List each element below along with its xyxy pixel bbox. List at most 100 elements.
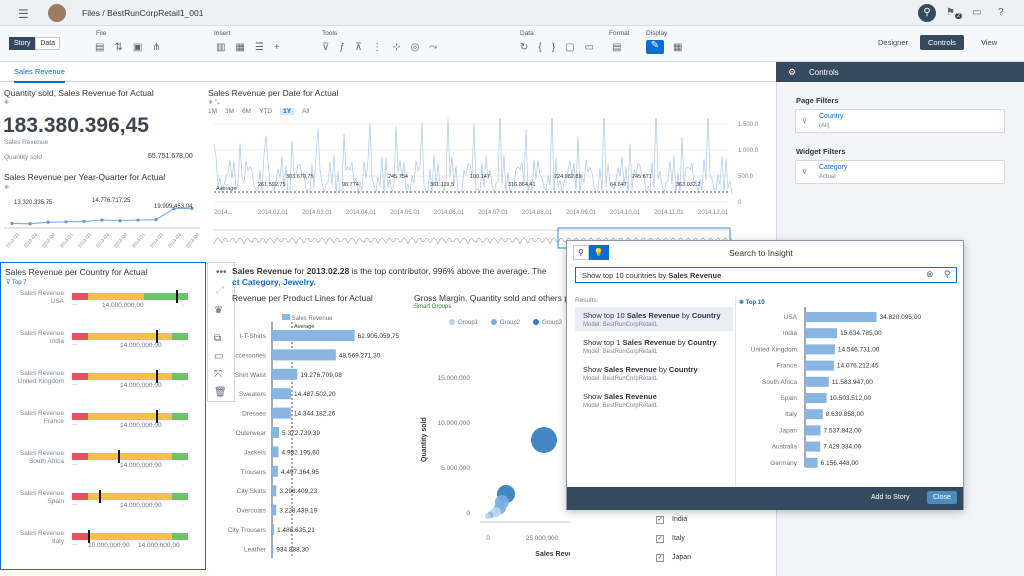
smart-insight-link[interactable]: ct Category, Jewelry.	[232, 277, 316, 287]
insight-result-item[interactable]: Show Sales Revenue Model: BestRunCorpReta…	[575, 388, 733, 412]
search-mode-icon[interactable]: ⚲	[573, 245, 589, 260]
range-all[interactable]: All	[302, 108, 310, 115]
checkbox[interactable]: ✓	[656, 554, 664, 562]
file-tools[interactable]: ▤⇅▣⋔	[95, 42, 171, 53]
lines-bar[interactable]	[272, 485, 277, 497]
chat-icon[interactable]: ▭	[972, 7, 982, 18]
insight-mode-icon[interactable]: 💡	[588, 245, 609, 260]
fullscreen-icon[interactable]: ⤧	[214, 369, 222, 380]
yq-point[interactable]	[82, 219, 86, 223]
scatter-point[interactable]	[531, 427, 557, 453]
lines-bar[interactable]	[272, 330, 355, 341]
scatter-point[interactable]	[485, 513, 491, 519]
yq-point[interactable]	[28, 222, 32, 226]
yq-point[interactable]	[190, 206, 194, 210]
designer-button[interactable]: Designer	[878, 38, 909, 47]
expand-icon[interactable]: ⤢	[216, 285, 224, 296]
lines-bar[interactable]	[272, 543, 274, 555]
format-tool[interactable]: ▤	[612, 42, 622, 53]
avatar[interactable]	[48, 4, 66, 22]
tools-tools[interactable]: ⊽ƒ⊼⋮⊹◎⤳	[322, 42, 448, 53]
range-ytd[interactable]: YTD	[259, 108, 273, 115]
range-1y[interactable]: 1Y	[280, 108, 295, 115]
insight-bar[interactable]	[805, 344, 835, 355]
yq-point[interactable]	[118, 219, 122, 223]
bullet-marker[interactable]	[155, 410, 158, 423]
data-tools[interactable]: ↻{}▢▭	[520, 42, 604, 53]
lines-bar[interactable]	[272, 388, 292, 400]
insight-data-label: 8.639.858,00	[826, 411, 864, 418]
yq-point[interactable]	[136, 218, 140, 222]
data-toggle[interactable]: Data	[35, 37, 61, 50]
story-toggle[interactable]: Story	[9, 37, 36, 50]
lines-bar[interactable]	[272, 349, 336, 361]
menu-icon[interactable]: ☰	[18, 7, 29, 21]
lines-category-label: City Skirts	[237, 488, 267, 495]
range-3m[interactable]: 3M	[225, 108, 235, 115]
yq-point[interactable]	[64, 220, 68, 224]
controls-settings-icon[interactable]: ⚙	[788, 67, 797, 77]
insight-bar[interactable]	[805, 360, 834, 371]
rank-icon[interactable]: ♛	[214, 305, 223, 316]
yq-point[interactable]	[154, 218, 158, 222]
lines-bar[interactable]	[272, 427, 280, 438]
bullet-axis-start-2: —	[72, 382, 77, 388]
lines-bar[interactable]	[272, 465, 278, 477]
yq-point[interactable]	[46, 220, 50, 224]
bullet-marker[interactable]	[176, 290, 179, 303]
controls-button[interactable]: Controls	[920, 35, 964, 50]
insight-bar[interactable]	[805, 393, 827, 403]
range-1m[interactable]: 1M	[208, 108, 218, 115]
help-icon[interactable]: ?	[998, 7, 1004, 18]
insight-bar[interactable]	[805, 441, 821, 452]
yq-point[interactable]	[172, 207, 176, 211]
yq-point[interactable]	[10, 221, 14, 225]
country-panel[interactable]	[0, 262, 206, 570]
checkbox[interactable]: ✓	[656, 535, 664, 543]
insight-result-item[interactable]: Show top 10 Sales Revenue by Country Mode…	[575, 307, 733, 331]
lines-bar[interactable]	[272, 504, 277, 516]
insight-bar[interactable]	[805, 409, 823, 420]
country-filter-card[interactable]: ⊽ Country (All)	[795, 109, 1005, 133]
insight-bar[interactable]	[805, 457, 818, 468]
insight-result-item[interactable]: Show Sales Revenue by Country Model: Best…	[575, 361, 733, 385]
bullet-marker[interactable]	[155, 370, 158, 383]
insight-bar[interactable]	[805, 376, 829, 387]
lines-bar[interactable]	[272, 368, 298, 380]
clear-icon[interactable]: ⊗	[926, 269, 934, 279]
bullet-marker[interactable]	[88, 530, 91, 543]
bullet-marker[interactable]	[98, 490, 101, 503]
category-filter-card[interactable]: ⊽ Category Actual	[795, 160, 1005, 184]
yq-point[interactable]	[100, 218, 104, 222]
add-to-story-button[interactable]: Add to Story	[871, 494, 910, 501]
files-link[interactable]: Files	[82, 8, 100, 18]
insight-data-label: 7.429.334,00	[823, 444, 861, 451]
search-icon[interactable]: ⚲	[918, 4, 936, 22]
checkbox[interactable]: ✓	[656, 516, 664, 524]
layout-display-icon[interactable]: ▦	[673, 42, 683, 53]
insight-bar[interactable]	[805, 312, 877, 322]
bullet-band-red	[72, 533, 89, 540]
close-button[interactable]: Close	[927, 491, 957, 504]
comment-display-icon[interactable]: ✎	[646, 40, 664, 54]
insight-bar[interactable]	[805, 425, 821, 436]
search-icon[interactable]: ⚲	[944, 269, 951, 279]
comment-icon[interactable]: ▭	[214, 351, 224, 362]
view-button[interactable]: View	[981, 38, 998, 47]
insight-query-input[interactable]: Show top 10 countries by Sales Revenue ⊗…	[575, 267, 957, 283]
bullet-marker[interactable]	[118, 450, 121, 463]
notification-icon[interactable]: ⚑	[946, 7, 955, 18]
insight-result-item[interactable]: Show top 1 Sales Revenue by Country Model…	[575, 334, 733, 358]
insert-tools[interactable]: ▥▦☰+	[216, 42, 290, 53]
range-6m[interactable]: 6M	[242, 108, 252, 115]
copy-icon[interactable]: ⧉	[214, 333, 222, 344]
lines-bar[interactable]	[272, 407, 291, 419]
insight-bar[interactable]	[805, 328, 838, 339]
bullet-marker[interactable]	[155, 330, 158, 343]
delete-icon[interactable]: 🗑	[214, 387, 227, 398]
lines-bar[interactable]	[272, 524, 274, 535]
lines-bar[interactable]	[272, 446, 279, 458]
tab-sales-revenue[interactable]: Sales Revenue	[14, 67, 65, 83]
lines-chart: Average t-T-Shirts 62.905.059,75 ccessories…	[228, 322, 400, 558]
more-icon[interactable]: •••	[216, 267, 227, 278]
